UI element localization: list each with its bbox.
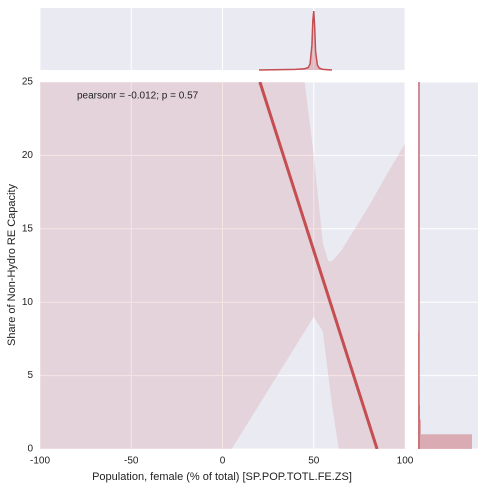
regression-line: [258, 82, 379, 449]
x-tick-label: 0: [220, 456, 226, 467]
y-tick-label: 5: [27, 370, 33, 381]
y-tick-label: 25: [22, 77, 34, 88]
x-tick-label: -100: [30, 456, 50, 467]
x-tick-label: -50: [124, 456, 139, 467]
top-kde: [258, 11, 333, 71]
x-tick-label: 50: [308, 456, 320, 467]
confidence-band: [40, 82, 405, 449]
x-axis-label: Population, female (% of total) [SP.POP.…: [92, 471, 352, 483]
y-tick-label: 10: [22, 297, 34, 308]
annotation: pearsonr = -0.012; p = 0.57: [77, 91, 199, 102]
y-axis-label: Share of Non-Hydro RE Capacity: [6, 183, 18, 346]
y-tick-label: 0: [27, 444, 33, 455]
x-tick-label: 100: [397, 456, 414, 467]
y-tick-label: 20: [22, 150, 34, 161]
right-hist-bar: [418, 434, 472, 449]
y-tick-label: 15: [22, 223, 34, 234]
right-margin-area: [418, 82, 478, 449]
